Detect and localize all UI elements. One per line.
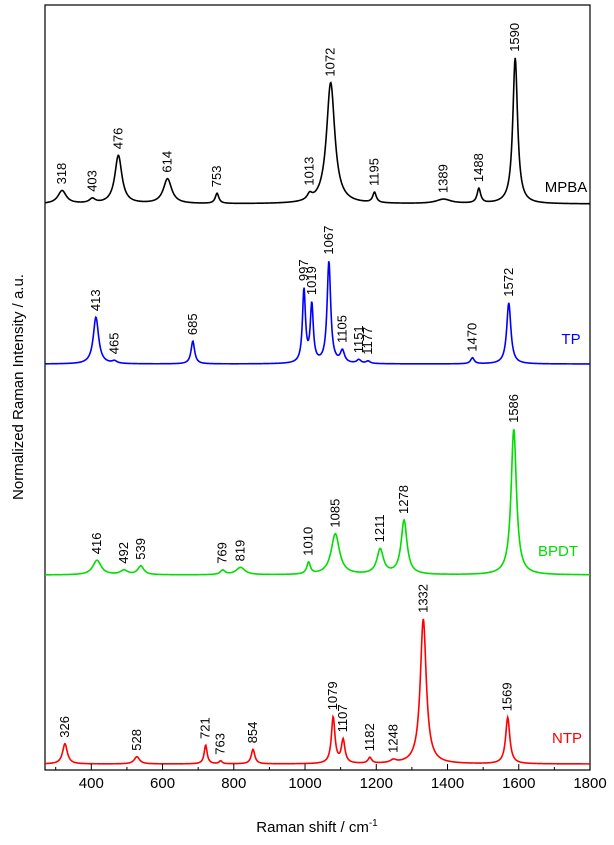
x-tick-label: 1800 xyxy=(573,775,606,792)
peak-label: 1177 xyxy=(360,327,375,355)
peak-label: 997 xyxy=(296,259,311,281)
peak-label: 614 xyxy=(160,151,175,173)
peak-label: 1072 xyxy=(323,48,338,77)
peak-label: 1019 xyxy=(304,266,319,295)
peak-label: 1586 xyxy=(506,394,521,423)
peak-label: 1013 xyxy=(302,157,317,186)
series-mpba: 318 403 476 614 753 1013 1072 1195 1389 1488 1590 M… xyxy=(44,23,590,205)
peak-label: 1085 xyxy=(327,499,342,528)
plot-frame xyxy=(44,4,591,771)
peak-label: 753 xyxy=(209,165,224,187)
x-tick-label: 1000 xyxy=(288,775,321,792)
peak-label: 318 xyxy=(54,163,69,185)
x-axis-title-superscript: -1 xyxy=(369,818,378,829)
x-tick-label: 1600 xyxy=(502,775,535,792)
peak-label: 769 xyxy=(215,542,230,564)
peak-label: 1278 xyxy=(396,485,411,514)
peak-label: 1107 xyxy=(335,704,350,732)
peak-label: 763 xyxy=(213,733,228,755)
peak-label: 1079 xyxy=(325,681,340,710)
series-line-ntp xyxy=(44,618,590,765)
peak-label: 1569 xyxy=(500,682,515,711)
peak-label: 539 xyxy=(133,538,148,560)
peak-label: 413 xyxy=(88,289,103,311)
peak-label: 1389 xyxy=(436,164,451,193)
x-axis-title: Raman shift / cm-1 xyxy=(256,818,378,836)
peak-label: 492 xyxy=(116,542,131,564)
peak-label: 1488 xyxy=(471,153,486,182)
peak-label: 1010 xyxy=(301,527,316,556)
peak-label: 721 xyxy=(198,717,213,739)
peak-label: 1105 xyxy=(334,315,349,343)
series-line-bpdt xyxy=(44,429,590,576)
peak-label: 476 xyxy=(110,128,125,150)
y-axis-title: Normalized Raman Intensity / a.u. xyxy=(10,274,27,500)
x-axis-title-text: Raman shift / cm xyxy=(256,819,369,836)
peak-label: 1590 xyxy=(507,23,522,52)
peak-label: 1470 xyxy=(465,323,480,352)
x-tick-label: 400 xyxy=(79,775,104,792)
series-bpdt: 416 492 539 769 819 1010 1085 1211 1278 1586 BPDT xyxy=(44,394,590,576)
x-tick-label: 800 xyxy=(221,775,246,792)
peak-label: 416 xyxy=(89,532,104,554)
x-tick-label: 600 xyxy=(150,775,175,792)
series-name-mpba: MPBA xyxy=(545,179,588,196)
peak-label: 854 xyxy=(245,722,260,744)
peak-label: 1067 xyxy=(321,226,336,255)
peak-label: 1182 xyxy=(362,723,377,751)
peak-label: 685 xyxy=(185,313,200,335)
peak-label: 326 xyxy=(57,716,72,738)
peak-label: 465 xyxy=(107,332,122,354)
peak-label: 1332 xyxy=(415,584,430,613)
peak-label: 1211 xyxy=(372,514,387,542)
peak-label: 528 xyxy=(129,729,144,751)
series-name-tp: TP xyxy=(561,331,580,348)
peak-label: 1195 xyxy=(367,158,382,186)
peak-label: 1572 xyxy=(501,268,516,297)
series-name-ntp: NTP xyxy=(552,730,582,747)
peak-label: 1151 xyxy=(351,325,366,353)
series-line-tp xyxy=(45,261,590,365)
x-axis-ticks: 400 600 800 1000 1200 1400 1600 1800 xyxy=(55,764,607,792)
x-tick-label: 1200 xyxy=(360,775,393,792)
peak-label: 1248 xyxy=(385,724,400,753)
series-line-mpba xyxy=(44,57,590,205)
series-name-bpdt: BPDT xyxy=(538,543,578,560)
spectra-group: 318 403 476 614 753 1013 1072 1195 1389 1488 1590 M… xyxy=(44,23,590,765)
peak-label: 403 xyxy=(84,170,99,192)
x-tick-label: 1400 xyxy=(431,775,464,792)
peak-label: 819 xyxy=(233,540,248,562)
